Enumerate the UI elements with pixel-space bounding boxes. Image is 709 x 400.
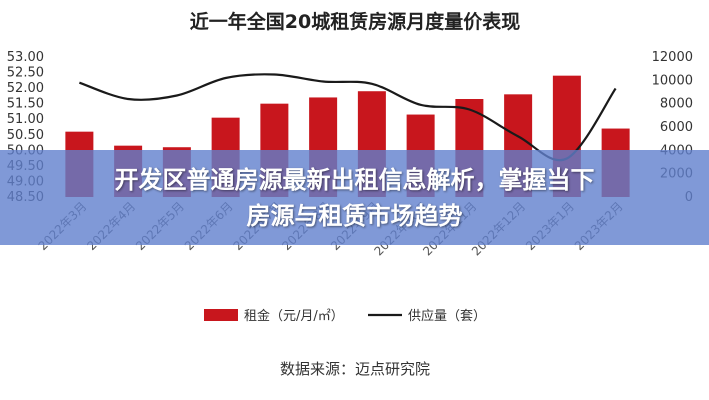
- data-source: 数据来源：迈点研究院: [280, 360, 430, 378]
- legend-supply-label: 供应量（套）: [408, 308, 486, 324]
- supply-line-series: [79, 73, 617, 162]
- right-axis-tick-label: 10000: [652, 73, 693, 88]
- left-axis-tick-label: 50.50: [7, 128, 44, 143]
- legend-rent-label: 租金（元/月/㎡）: [244, 308, 344, 324]
- overlay-banner: 开发区普通房源最新出租信息解析，掌握当下 房源与租赁市场趋势: [0, 150, 709, 245]
- left-axis-tick-label: 53.00: [7, 50, 44, 65]
- left-axis-tick-label: 51.50: [7, 97, 44, 112]
- legend: 租金（元/月/㎡） 供应量（套）: [204, 308, 486, 324]
- left-axis-tick-label: 52.00: [7, 81, 44, 96]
- left-axis-tick-label: 52.50: [7, 66, 44, 81]
- chart-title: 近一年全国20城租赁房源月度量价表现: [190, 10, 520, 33]
- right-axis-tick-label: 8000: [660, 97, 693, 112]
- left-axis-tick-label: 51.00: [7, 112, 44, 127]
- right-axis-tick-label: 6000: [660, 120, 693, 135]
- legend-rent-swatch: [204, 309, 238, 321]
- banner-headline-line2: 房源与租赁市场趋势: [246, 201, 463, 230]
- banner-headline-line1: 开发区普通房源最新出租信息解析，掌握当下: [114, 165, 595, 194]
- right-axis-tick-label: 12000: [652, 50, 693, 65]
